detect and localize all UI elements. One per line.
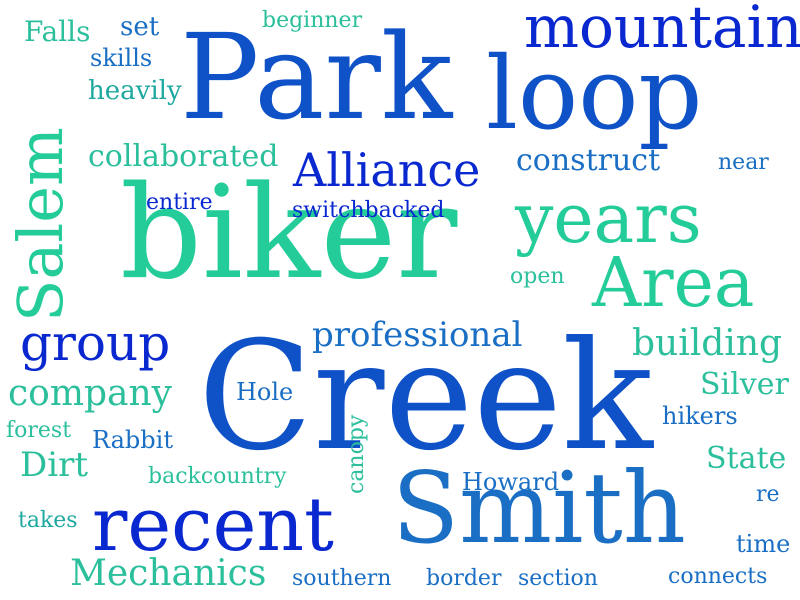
word-falls: Falls — [24, 15, 91, 48]
word-park: Park — [180, 8, 453, 146]
word-loop: loop — [486, 35, 703, 152]
word-group: group — [20, 314, 171, 372]
word-forest: forest — [6, 418, 72, 443]
word-rabbit: Rabbit — [92, 426, 173, 454]
word-re: re — [756, 482, 780, 507]
word-smith: Smith — [392, 452, 686, 566]
word-southern: southern — [292, 566, 392, 591]
word-near: near — [718, 150, 769, 175]
word-backcountry: backcountry — [148, 464, 287, 489]
word-salem: Salem — [4, 127, 77, 322]
word-open: open — [510, 264, 565, 289]
word-hikers: hikers — [662, 402, 738, 430]
word-border: border — [426, 566, 502, 591]
word-area: Area — [592, 244, 755, 323]
word-biker: biker — [120, 159, 458, 308]
word-hole: Hole — [236, 378, 294, 406]
word-company: company — [8, 373, 173, 414]
word-state: State — [706, 441, 787, 476]
word-collaborated: collaborated — [88, 139, 279, 174]
word-takes: takes — [18, 508, 78, 533]
word-switchbacked: switchbacked — [292, 198, 445, 223]
word-dirt: Dirt — [20, 445, 89, 485]
word-building: building — [632, 323, 783, 364]
word-silver: Silver — [700, 367, 789, 402]
word-connects: connects — [668, 564, 768, 589]
word-howard: Howard — [462, 468, 560, 496]
word-construct: construct — [516, 143, 661, 178]
word-recent: recent — [92, 482, 334, 568]
word-entire: entire — [146, 190, 213, 215]
word-alliance: Alliance — [293, 143, 481, 197]
word-creek: Creek — [198, 310, 653, 484]
word-beginner: beginner — [262, 8, 363, 33]
word-heavily: heavily — [88, 76, 182, 106]
word-mountain: mountain — [524, 0, 800, 61]
word-mechanics: Mechanics — [70, 553, 267, 594]
word-professional: professional — [312, 315, 523, 355]
word-skills: skills — [90, 44, 153, 72]
word-time: time — [736, 530, 791, 558]
word-years: years — [515, 180, 702, 259]
word-canopy: canopy — [344, 414, 369, 494]
word-section: section — [518, 566, 598, 591]
word-set: set — [120, 12, 160, 42]
